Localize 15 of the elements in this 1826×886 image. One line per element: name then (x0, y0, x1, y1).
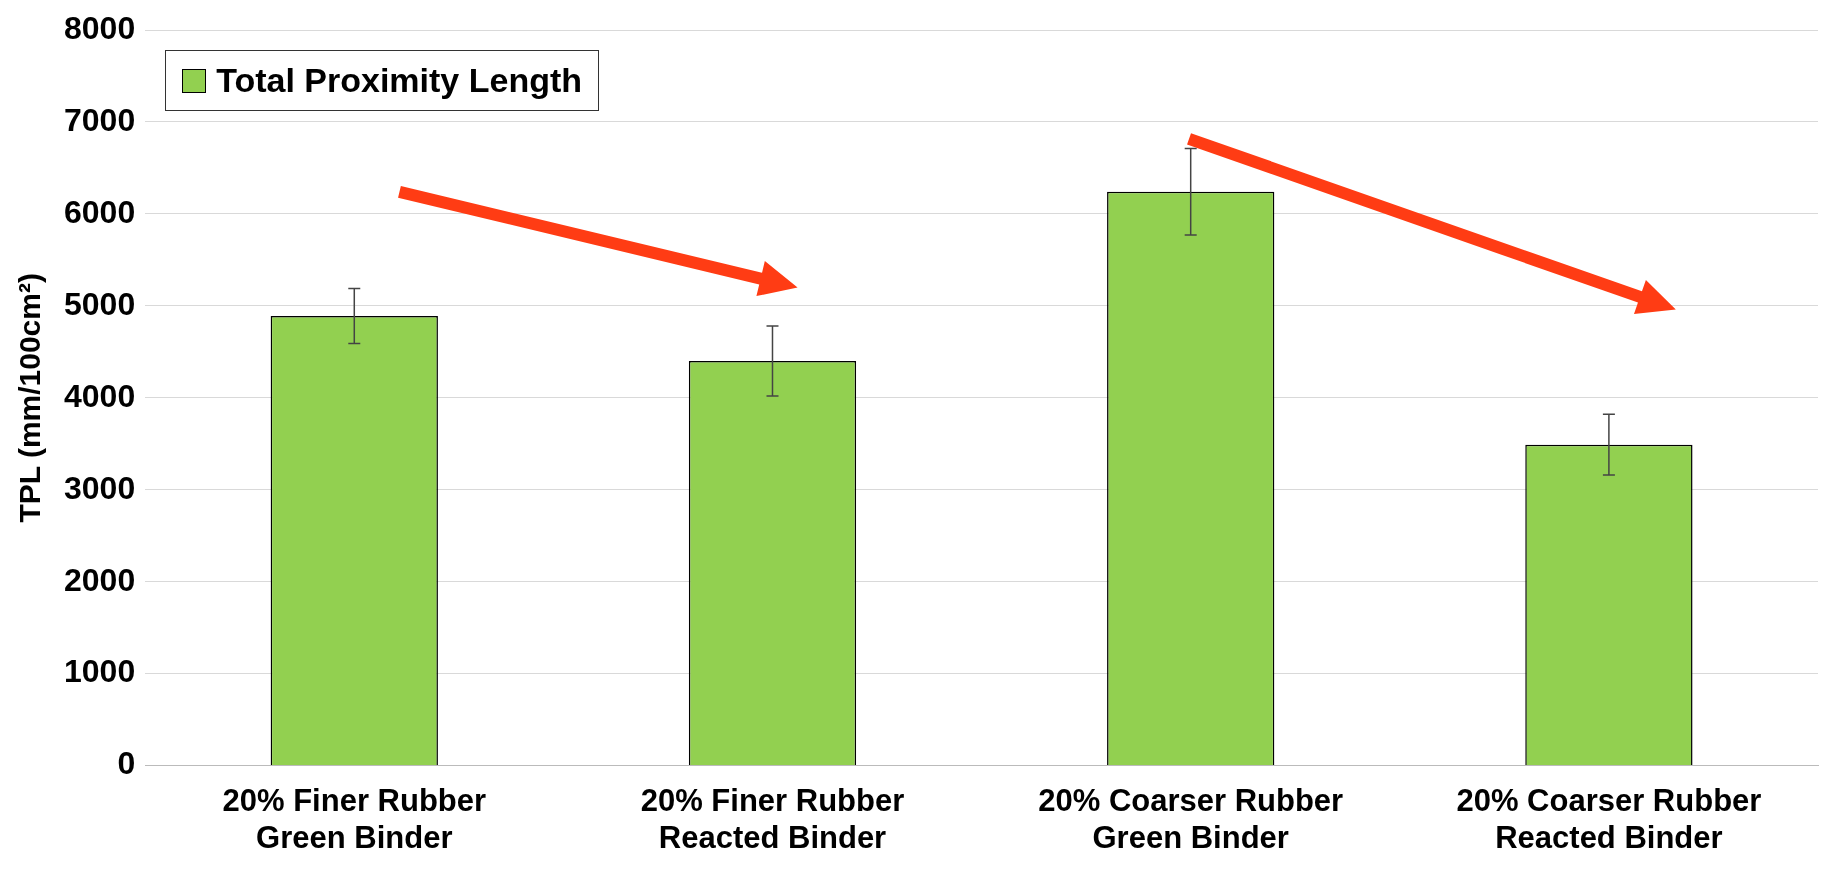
y-tick-label: 3000 (64, 469, 136, 506)
y-tick-label: 5000 (64, 285, 136, 322)
x-tick-label: 20% Coarser Rubber Green Binder (1038, 782, 1344, 855)
y-tick-label: 0 (117, 745, 136, 782)
y-tick-label: 1000 (64, 653, 136, 690)
x-tick-label: 20% Finer Rubber Reacted Binder (640, 782, 905, 855)
y-tick-label: 6000 (64, 193, 136, 230)
x-tick-label: 20% Finer Rubber Green Binder (222, 782, 487, 855)
legend-label: Total Proximity Length (216, 61, 583, 100)
y-tick-label: 7000 (64, 101, 136, 138)
y-axis-title: TPL (mm/100cm²) (13, 273, 47, 523)
x-tick-label: 20% Coarser Rubber Reacted Binder (1456, 782, 1762, 855)
y-tick-label: 8000 (64, 9, 136, 46)
y-tick-label: 2000 (64, 561, 136, 598)
y-tick-label: 4000 (64, 377, 136, 414)
